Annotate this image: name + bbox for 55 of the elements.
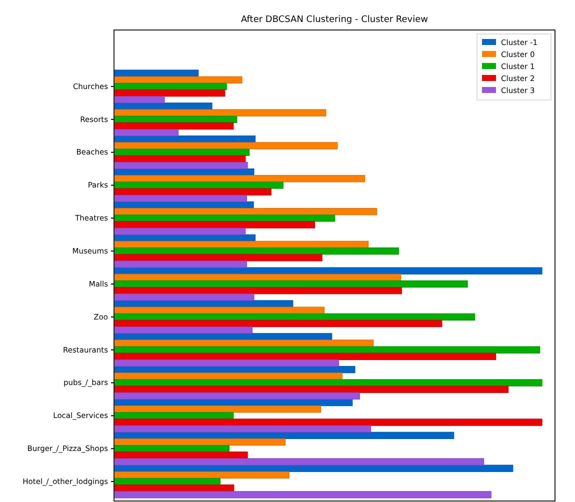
bar <box>114 142 338 150</box>
bar <box>114 260 247 268</box>
bar <box>114 445 230 452</box>
bar <box>114 458 484 466</box>
bar <box>114 82 227 90</box>
bar <box>114 148 250 156</box>
bar <box>114 294 254 301</box>
chart-title: After DBCSAN Clustering - Cluster Review <box>240 15 428 25</box>
bar <box>114 452 248 459</box>
bar <box>114 418 542 426</box>
bar <box>114 89 226 97</box>
bar <box>114 254 322 262</box>
bar <box>114 386 508 393</box>
bar <box>114 162 248 170</box>
bar <box>114 70 199 77</box>
bar <box>114 392 360 400</box>
bar <box>114 306 324 314</box>
bar <box>114 76 242 84</box>
bar <box>114 406 322 413</box>
bar <box>114 128 178 136</box>
bar <box>114 346 540 354</box>
bar <box>114 280 468 288</box>
bar <box>114 372 342 380</box>
bar <box>114 175 366 182</box>
bar <box>114 359 339 367</box>
bar <box>114 228 246 235</box>
bar <box>114 214 336 222</box>
bar <box>114 352 496 360</box>
bar <box>114 182 284 189</box>
bar <box>114 208 378 216</box>
bar <box>114 425 372 432</box>
bar <box>114 478 220 486</box>
bar <box>114 247 399 255</box>
bar <box>114 326 253 334</box>
bar <box>114 109 326 116</box>
bar <box>114 274 402 282</box>
bar <box>114 491 492 498</box>
bar <box>114 155 246 162</box>
bar <box>114 116 238 123</box>
bar <box>114 340 374 347</box>
bar <box>114 96 165 104</box>
bar <box>114 379 542 386</box>
bar <box>114 188 272 196</box>
bar <box>114 313 476 321</box>
bar <box>114 438 286 446</box>
bar <box>114 484 234 492</box>
bar <box>114 194 247 202</box>
bar <box>114 221 316 228</box>
bar <box>114 286 402 294</box>
bar <box>114 122 234 130</box>
bar <box>114 412 234 420</box>
bar <box>114 267 542 274</box>
bar <box>114 471 290 479</box>
bar <box>114 240 369 248</box>
bar <box>114 320 442 328</box>
